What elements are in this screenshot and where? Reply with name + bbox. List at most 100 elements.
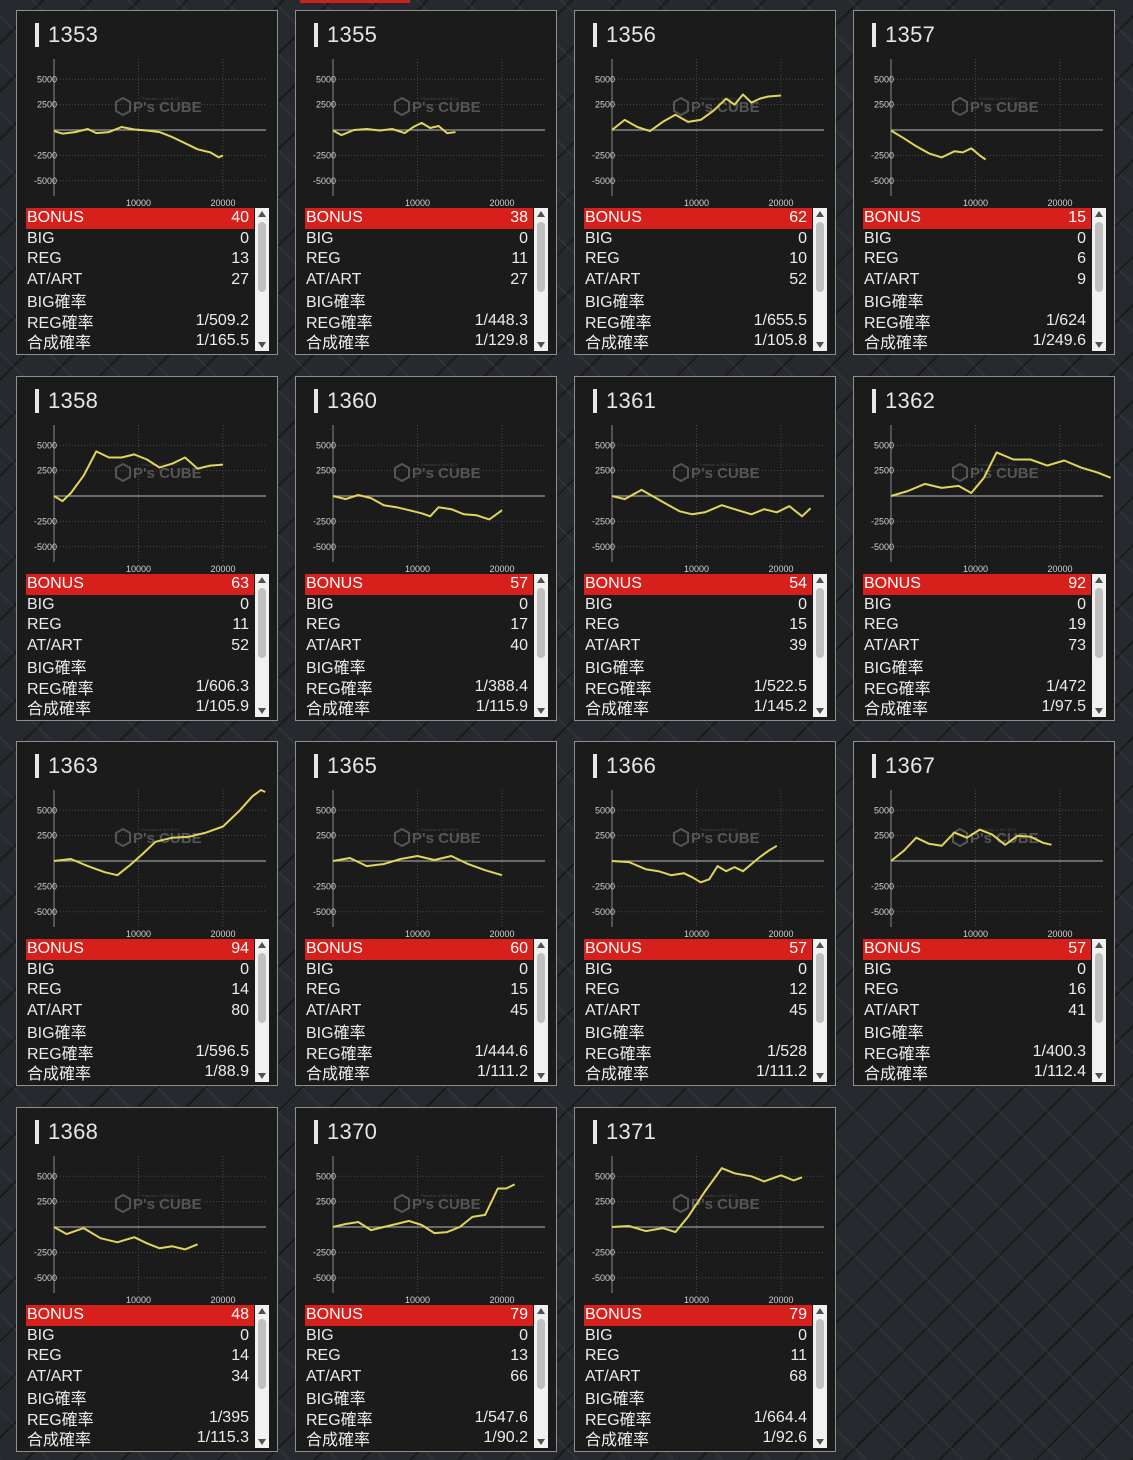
- scroll-thumb[interactable]: [816, 222, 824, 292]
- stats-scrollbar[interactable]: [1092, 574, 1106, 717]
- machine-card[interactable]: 1365 5000 2500 -2500 -5000 10000 20000 Paradis…: [295, 741, 557, 1086]
- scroll-down-arrow-icon[interactable]: [1095, 1073, 1103, 1079]
- scroll-thumb[interactable]: [1095, 222, 1103, 292]
- stats-scrollbar[interactable]: [534, 574, 548, 717]
- machine-number[interactable]: 1358: [48, 388, 99, 413]
- machine-card[interactable]: 1368 5000 2500 -2500 -5000 10000 20000 Paradis…: [16, 1107, 278, 1452]
- machine-number[interactable]: 1367: [885, 753, 936, 778]
- machine-card[interactable]: 1363 5000 2500 -2500 -5000 10000 20000 Paradis…: [16, 741, 278, 1086]
- scroll-down-arrow-icon[interactable]: [816, 342, 824, 348]
- scroll-up-arrow-icon[interactable]: [258, 211, 266, 217]
- stats-scrollbar[interactable]: [255, 208, 269, 351]
- scroll-down-arrow-icon[interactable]: [258, 708, 266, 714]
- machine-card[interactable]: 1371 5000 2500 -2500 -5000 10000 20000 Paradis…: [574, 1107, 836, 1452]
- scroll-thumb[interactable]: [258, 953, 266, 1023]
- scroll-down-arrow-icon[interactable]: [258, 1073, 266, 1079]
- scroll-down-arrow-icon[interactable]: [537, 342, 545, 348]
- scroll-up-arrow-icon[interactable]: [816, 942, 824, 948]
- machine-card[interactable]: 1367 5000 2500 -2500 -5000 10000 20000 Paradis…: [853, 741, 1115, 1086]
- machine-card[interactable]: 1358 5000 2500 -2500 -5000 10000 20000 Paradis…: [16, 376, 278, 721]
- machine-number[interactable]: 1361: [606, 388, 657, 413]
- scroll-down-arrow-icon[interactable]: [258, 342, 266, 348]
- scroll-thumb[interactable]: [258, 588, 266, 658]
- scroll-thumb[interactable]: [537, 1319, 545, 1389]
- cube-logo-icon: [115, 96, 131, 117]
- scroll-thumb[interactable]: [816, 953, 824, 1023]
- scroll-up-arrow-icon[interactable]: [537, 942, 545, 948]
- machine-number[interactable]: 1355: [327, 22, 378, 47]
- scroll-down-arrow-icon[interactable]: [816, 1073, 824, 1079]
- reg-rate-value: 1/522.5: [753, 677, 807, 695]
- at-art-row: AT/ART 52: [584, 270, 812, 291]
- machine-card[interactable]: 1355 5000 2500 -2500 -5000 10000 20000 Paradis…: [295, 10, 557, 355]
- scroll-up-arrow-icon[interactable]: [816, 1308, 824, 1314]
- scroll-up-arrow-icon[interactable]: [258, 577, 266, 583]
- machine-card[interactable]: 1357 5000 2500 -2500 -5000 10000 20000 Paradis…: [853, 10, 1115, 355]
- scroll-thumb[interactable]: [816, 1319, 824, 1389]
- title-marker: [314, 1120, 318, 1144]
- scroll-thumb[interactable]: [1095, 588, 1103, 658]
- machine-number[interactable]: 1362: [885, 388, 936, 413]
- machine-card[interactable]: 1362 5000 2500 -2500 -5000 10000 20000 Paradis…: [853, 376, 1115, 721]
- scroll-down-arrow-icon[interactable]: [816, 708, 824, 714]
- big-row: BIG 0: [26, 229, 254, 250]
- machine-number[interactable]: 1365: [327, 753, 378, 778]
- stats-scrollbar[interactable]: [255, 939, 269, 1082]
- machine-card[interactable]: 1353 5000 2500 -2500 -5000 10000 20000 Paradis…: [16, 10, 278, 355]
- stats-scrollbar[interactable]: [813, 939, 827, 1082]
- scroll-down-arrow-icon[interactable]: [537, 1439, 545, 1445]
- machine-number[interactable]: 1356: [606, 22, 657, 47]
- scroll-down-arrow-icon[interactable]: [816, 1439, 824, 1445]
- machine-number[interactable]: 1357: [885, 22, 936, 47]
- scroll-thumb[interactable]: [816, 588, 824, 658]
- bonus-value: 15: [1068, 209, 1086, 227]
- scroll-up-arrow-icon[interactable]: [1095, 942, 1103, 948]
- scroll-up-arrow-icon[interactable]: [1095, 211, 1103, 217]
- stats-panel: BONUS 15 BIG 0 REG 6 AT/ART 9 BIG確率 REG確率 1/6…: [863, 208, 1106, 352]
- machine-card[interactable]: 1370 5000 2500 -2500 -5000 10000 20000 Paradis…: [295, 1107, 557, 1452]
- scroll-down-arrow-icon[interactable]: [1095, 708, 1103, 714]
- machine-number[interactable]: 1366: [606, 753, 657, 778]
- scroll-up-arrow-icon[interactable]: [816, 577, 824, 583]
- machine-number[interactable]: 1370: [327, 1119, 378, 1144]
- machine-card[interactable]: 1366 5000 2500 -2500 -5000 10000 20000 Paradis…: [574, 741, 836, 1086]
- stats-scrollbar[interactable]: [255, 574, 269, 717]
- scroll-up-arrow-icon[interactable]: [537, 1308, 545, 1314]
- machine-number[interactable]: 1363: [48, 753, 99, 778]
- stats-scrollbar[interactable]: [534, 208, 548, 351]
- stats-scrollbar[interactable]: [1092, 939, 1106, 1082]
- machine-card[interactable]: 1360 5000 2500 -2500 -5000 10000 20000 Paradis…: [295, 376, 557, 721]
- scroll-up-arrow-icon[interactable]: [537, 577, 545, 583]
- scroll-down-arrow-icon[interactable]: [258, 1439, 266, 1445]
- machine-number[interactable]: 1368: [48, 1119, 99, 1144]
- scroll-down-arrow-icon[interactable]: [537, 1073, 545, 1079]
- scroll-down-arrow-icon[interactable]: [1095, 342, 1103, 348]
- stats-scrollbar[interactable]: [534, 1305, 548, 1448]
- scroll-up-arrow-icon[interactable]: [816, 211, 824, 217]
- scroll-thumb[interactable]: [537, 588, 545, 658]
- stats-panel: BONUS 38 BIG 0 REG 11 AT/ART 27 BIG確率 REG確率 1…: [305, 208, 548, 352]
- machine-number[interactable]: 1360: [327, 388, 378, 413]
- stats-scrollbar[interactable]: [813, 208, 827, 351]
- scroll-down-arrow-icon[interactable]: [537, 708, 545, 714]
- scroll-up-arrow-icon[interactable]: [1095, 577, 1103, 583]
- scroll-thumb[interactable]: [258, 1319, 266, 1389]
- stats-scrollbar[interactable]: [255, 1305, 269, 1448]
- scroll-up-arrow-icon[interactable]: [258, 1308, 266, 1314]
- machine-number[interactable]: 1371: [606, 1119, 657, 1144]
- big-label: BIG: [585, 229, 613, 247]
- scroll-thumb[interactable]: [537, 953, 545, 1023]
- chart-svg: 5000 2500 -2500 -5000 10000 20000 Paradise & S…: [34, 59, 266, 208]
- machine-number[interactable]: 1353: [48, 22, 99, 47]
- machine-card[interactable]: 1361 5000 2500 -2500 -5000 10000 20000 Paradis…: [574, 376, 836, 721]
- scroll-thumb[interactable]: [258, 222, 266, 292]
- scroll-up-arrow-icon[interactable]: [258, 942, 266, 948]
- stats-scrollbar[interactable]: [813, 574, 827, 717]
- scroll-thumb[interactable]: [1095, 953, 1103, 1023]
- scroll-up-arrow-icon[interactable]: [537, 211, 545, 217]
- stats-scrollbar[interactable]: [534, 939, 548, 1082]
- machine-card[interactable]: 1356 5000 2500 -2500 -5000 10000 20000 Paradis…: [574, 10, 836, 355]
- scroll-thumb[interactable]: [537, 222, 545, 292]
- stats-scrollbar[interactable]: [813, 1305, 827, 1448]
- stats-scrollbar[interactable]: [1092, 208, 1106, 351]
